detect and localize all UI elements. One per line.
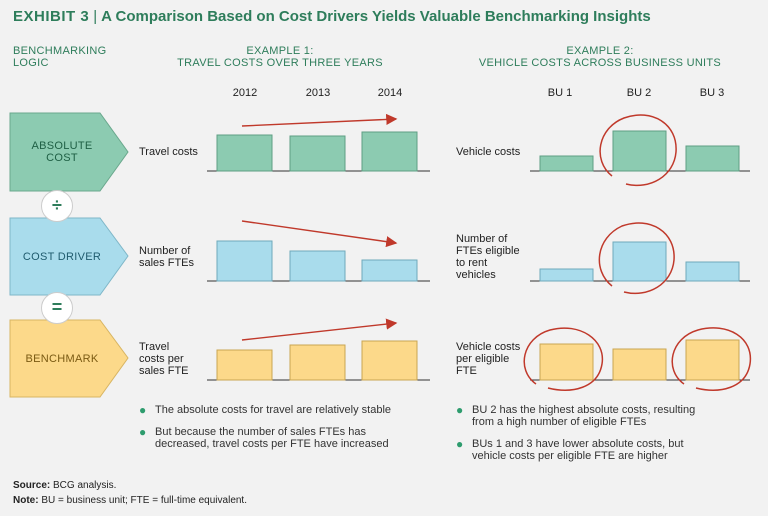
source-label: Source: [13, 480, 51, 491]
example2-header: EXAMPLE 2: VEHICLE COSTS ACROSS BUSINESS… [478, 45, 722, 69]
ex2-bar-row1-bu2 [612, 130, 667, 172]
ex2-bar-row3-bu1 [539, 343, 594, 381]
ex2-bar-row1-bu1 [539, 155, 594, 172]
ex1-bar-row3-2014 [361, 340, 418, 381]
row-label-travel-cost-per-fte: Travel costs per sales FTE [139, 341, 189, 377]
trend-arrow-travel-costs [241, 113, 398, 127]
row-label-vehicle-cost-per-fte-line3: FTE [456, 365, 477, 377]
row-label-eligible-ftes-line2: FTEs eligible [456, 245, 520, 257]
ex1-bar-row3-2013 [289, 344, 346, 381]
ex1-bullet-1-line1: The absolute costs for travel are relati… [155, 404, 392, 416]
row-label-eligible-ftes-line1: Number of [456, 233, 508, 245]
bullet-dot: ● [139, 425, 147, 439]
row-label-vehicle-costs: Vehicle costs [456, 146, 521, 158]
row-label-travel-cost-per-fte-line2: costs per [139, 353, 184, 365]
footnote: Note: BU = business unit; FTE = full-tim… [13, 495, 247, 506]
highlight-circle-bu2-costs [599, 114, 677, 187]
col-label-bu1: BU 1 [547, 87, 573, 99]
absolute-cost-shape [9, 112, 129, 192]
col-label-bu2: BU 2 [626, 87, 652, 99]
absolute-cost-label-line1: ABSOLUTE [31, 140, 93, 152]
ex2-bullet-2: ● BUs 1 and 3 have lower absolute costs,… [456, 438, 756, 462]
bullet-dot: ● [139, 403, 147, 417]
ex1-bullet-2-line2: decreased, travel costs per FTE have inc… [155, 438, 389, 450]
ex2-bullet-2-line1: BUs 1 and 3 have lower absolute costs, b… [472, 438, 684, 450]
example1-header-line1: EXAMPLE 1: [246, 45, 314, 57]
divide-operator: ÷ [41, 190, 73, 222]
ex2-bar-row1-bu3 [685, 145, 740, 172]
highlight-circle-bu3-benchmark [671, 327, 752, 391]
col-label-2014: 2014 [377, 87, 403, 99]
logic-header-line2: LOGIC [13, 57, 49, 69]
row-label-vehicle-cost-per-fte-line1: Vehicle costs [456, 341, 521, 353]
ex1-bullet-2: ● But because the number of sales FTEs h… [139, 426, 439, 450]
ex1-bar-row2-2013 [289, 250, 346, 282]
absolute-cost-label-line2: COST [46, 152, 78, 164]
ex1-bar-row1-2013 [289, 135, 346, 172]
highlight-circle-bu1-benchmark [523, 327, 604, 391]
ex1-bar-row2-2014 [361, 259, 418, 282]
highlight-circle-bu2-ftes [598, 222, 675, 295]
example1-header: EXAMPLE 1: TRAVEL COSTS OVER THREE YEARS [170, 45, 390, 69]
benchmark-shape [9, 319, 129, 398]
bullet-dot: ● [456, 403, 464, 417]
trend-arrow-cost-per-fte [241, 318, 398, 341]
note-text: BU = business unit; FTE = full-time equi… [41, 495, 247, 506]
ex1-bar-row3-2012 [216, 349, 273, 381]
ex2-bullet-1-line2: from a high number of eligible FTEs [472, 416, 647, 428]
cost-driver-shape [9, 217, 129, 296]
logic-header: BENCHMARKING LOGIC [13, 45, 106, 69]
row-label-sales-ftes-line1: Number of [139, 245, 191, 257]
row-label-eligible-ftes-line4: vehicles [456, 269, 496, 281]
source-note: Source: BCG analysis. [13, 480, 116, 491]
ex2-bullet-1: ● BU 2 has the highest absolute costs, r… [456, 404, 756, 428]
ex2-bullet-1-line1: BU 2 has the highest absolute costs, res… [472, 404, 696, 416]
ex2-bullet-2-line2: vehicle costs per eligible FTE are highe… [472, 450, 668, 462]
ex2-bar-row2-bu3 [685, 261, 740, 282]
row-label-vehicle-cost-per-fte: Vehicle costs per eligible FTE [456, 341, 520, 377]
benchmark-label: BENCHMARK [25, 353, 99, 365]
equals-operator: = [41, 292, 73, 324]
bullet-dot: ● [456, 437, 464, 451]
row-label-sales-ftes: Number of sales FTEs [139, 245, 194, 269]
ex1-bar-row2-2012 [216, 240, 273, 282]
ex2-bar-row3-bu2 [612, 348, 667, 381]
example1-header-line2: TRAVEL COSTS OVER THREE YEARS [177, 57, 383, 69]
col-label-2013: 2013 [305, 87, 331, 99]
row-label-travel-cost-per-fte-line1: Travel [139, 341, 170, 353]
ex1-bullet-1: ● The absolute costs for travel are rela… [139, 404, 439, 416]
ex1-bar-row1-2012 [216, 134, 273, 172]
ex2-bar-row2-bu2 [612, 241, 667, 282]
ex2-bar-row3-bu3 [685, 339, 740, 381]
row-label-eligible-ftes: Number of FTEs eligible to rent vehicles [456, 233, 520, 281]
ex1-bar-row1-2014 [361, 131, 418, 172]
exhibit-title: EXHIBIT 3 | A Comparison Based on Cost Dri… [13, 8, 651, 25]
example2-header-line2: VEHICLE COSTS ACROSS BUSINESS UNITS [478, 57, 722, 69]
cost-driver-label: COST DRIVER [22, 251, 102, 263]
note-label: Note: [13, 495, 39, 506]
exhibit-number: EXHIBIT 3 [13, 8, 90, 25]
row-label-travel-costs: Travel costs [139, 146, 198, 158]
row-label-travel-cost-per-fte-line3: sales FTE [139, 365, 189, 377]
col-label-bu3: BU 3 [699, 87, 725, 99]
title-separator: | [93, 8, 98, 25]
example2-header-line1: EXAMPLE 2: [566, 45, 634, 57]
exhibit-heading: A Comparison Based on Cost Drivers Yield… [101, 8, 651, 25]
ex1-bullet-2-line1: But because the number of sales FTEs has [155, 426, 366, 438]
row-label-vehicle-cost-per-fte-line2: per eligible [456, 353, 510, 365]
trend-arrow-sales-ftes [241, 220, 398, 248]
source-text: BCG analysis. [53, 480, 117, 491]
col-label-2012: 2012 [232, 87, 258, 99]
logic-header-line1: BENCHMARKING [13, 45, 107, 57]
row-label-sales-ftes-line2: sales FTEs [139, 257, 195, 269]
bars-layer [216, 130, 740, 381]
row-label-eligible-ftes-line3: to rent [456, 257, 488, 269]
ex2-bar-row2-bu1 [539, 268, 594, 282]
absolute-cost-label: ABSOLUTE COST [12, 140, 112, 164]
